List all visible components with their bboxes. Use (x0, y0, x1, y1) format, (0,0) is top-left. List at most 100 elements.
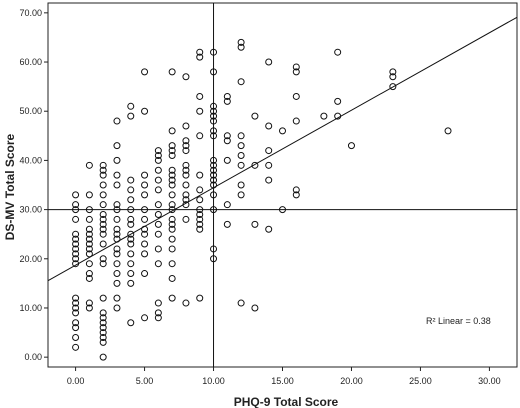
data-point (223, 97, 231, 105)
data-point (113, 245, 121, 253)
data-point (223, 220, 231, 228)
data-point (389, 73, 397, 81)
data-point (85, 274, 93, 282)
data-point (168, 181, 176, 189)
data-point (265, 147, 273, 155)
data-point (210, 171, 218, 179)
data-point (99, 240, 107, 248)
data-point (85, 191, 93, 199)
data-point (168, 176, 176, 184)
data-point (99, 181, 107, 189)
data-point (154, 186, 162, 194)
data-point (210, 255, 218, 263)
data-point (72, 240, 80, 248)
data-point (154, 299, 162, 307)
data-point (154, 220, 162, 228)
data-point (72, 206, 80, 214)
data-point (182, 299, 190, 307)
data-point (196, 53, 204, 61)
data-point (99, 319, 107, 327)
x-axis-title: PHQ-9 Total Score (234, 395, 339, 408)
data-point (292, 63, 300, 71)
data-point (99, 225, 107, 233)
data-point (251, 161, 259, 169)
data-point (210, 48, 218, 56)
data-point (237, 142, 245, 150)
data-point (182, 171, 190, 179)
data-point (168, 68, 176, 76)
data-point (168, 294, 176, 302)
data-point (113, 181, 121, 189)
data-point (168, 201, 176, 209)
data-point (210, 132, 218, 140)
data-point (237, 132, 245, 140)
data-point (196, 171, 204, 179)
data-point (85, 250, 93, 258)
data-point (168, 225, 176, 233)
data-point (154, 211, 162, 219)
data-point (141, 107, 149, 115)
data-point (113, 225, 121, 233)
data-point (223, 132, 231, 140)
data-point (154, 151, 162, 159)
data-point (210, 166, 218, 174)
data-point (127, 230, 135, 238)
data-point (320, 112, 328, 120)
data-point (99, 191, 107, 199)
data-point (210, 245, 218, 253)
data-point (182, 215, 190, 223)
data-point (72, 191, 80, 199)
data-point (279, 206, 286, 214)
data-point (182, 191, 190, 199)
data-point (127, 270, 135, 278)
data-point (99, 161, 107, 169)
data-point (85, 215, 93, 223)
data-point (99, 314, 107, 322)
data-point (72, 304, 80, 312)
data-point (279, 127, 286, 135)
data-point (113, 206, 121, 214)
data-point (237, 191, 245, 199)
data-point (210, 176, 218, 184)
data-point (182, 181, 190, 189)
data-point (265, 225, 273, 233)
data-point (168, 274, 176, 282)
data-point (72, 201, 80, 209)
data-point (154, 176, 162, 184)
data-point (113, 235, 121, 243)
data-point (223, 156, 231, 164)
data-point (99, 260, 107, 268)
data-point (99, 171, 107, 179)
data-point (223, 92, 231, 100)
data-point (210, 206, 218, 214)
data-point (154, 245, 162, 253)
data-point (85, 245, 93, 253)
data-point (127, 235, 135, 243)
data-point (85, 206, 93, 214)
data-point (99, 353, 107, 361)
data-point (196, 211, 204, 219)
data-point (265, 58, 273, 66)
data-point (196, 225, 204, 233)
data-point (85, 299, 93, 307)
data-point (141, 314, 149, 322)
data-point (154, 230, 162, 238)
data-point (182, 166, 190, 174)
data-point (334, 48, 342, 56)
x-tick-label: 20.00 (340, 376, 363, 386)
data-point (237, 181, 245, 189)
data-point (85, 235, 93, 243)
data-point (113, 156, 121, 164)
data-point (99, 309, 107, 317)
data-point (182, 142, 190, 150)
data-point (141, 206, 149, 214)
data-point (141, 230, 149, 238)
data-point (99, 201, 107, 209)
data-point (113, 270, 121, 278)
data-point (99, 324, 107, 332)
data-point (72, 343, 80, 351)
data-point (210, 112, 218, 120)
data-point (99, 255, 107, 263)
data-point (141, 191, 149, 199)
